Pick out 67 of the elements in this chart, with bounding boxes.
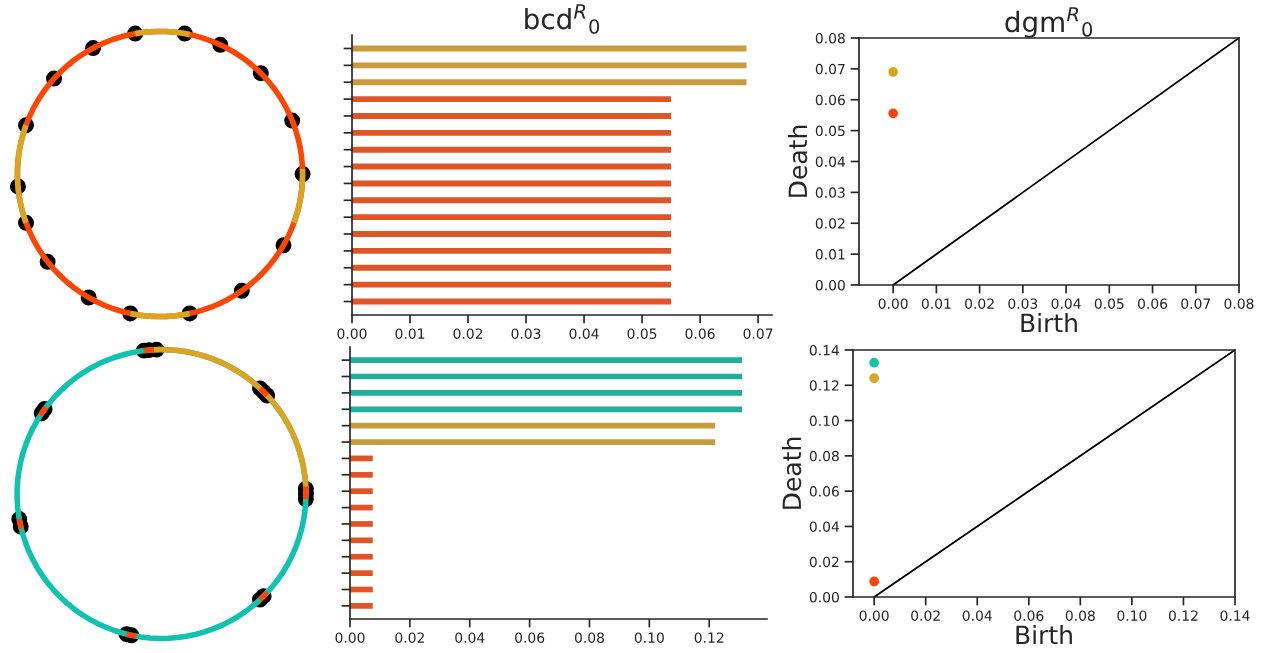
x-tick-label: 0.08 — [574, 632, 604, 643]
x-tick-label: 0.00 — [859, 610, 889, 621]
x-tick-label: 0.03 — [1008, 298, 1038, 309]
x-tick-label: 0.02 — [395, 632, 424, 643]
x-tick-label: 0.00 — [335, 632, 365, 643]
chart-title: bcd$^{R}$$_{0}$ — [525, 4, 600, 34]
x-tick-label: 0.10 — [634, 632, 664, 643]
x-tick-label: 0.04 — [569, 328, 599, 339]
x-tick-label: 0.07 — [1181, 298, 1211, 309]
bar — [350, 603, 373, 609]
y-tick-label: 0.12 — [809, 380, 839, 391]
y-tick-label: 0.03 — [815, 187, 845, 198]
y-tick-label: 0.05 — [815, 125, 845, 137]
x-tick-label: 0.04 — [1051, 298, 1081, 309]
bar — [350, 537, 373, 544]
x-tick-label: 0.04 — [962, 610, 992, 621]
y-tick-label: 0.04 — [815, 156, 846, 167]
bar — [350, 570, 373, 576]
x-tick-label: 0.00 — [878, 298, 908, 309]
x-tick-label: 0.06 — [1137, 298, 1168, 309]
x-axis-title: Birth — [1016, 625, 1072, 645]
y-tick-label: 0.02 — [809, 556, 839, 568]
x-tick-label: 0.02 — [453, 328, 483, 339]
x-tick-label: 0.08 — [1065, 610, 1095, 621]
x-axis-title: Birth — [1021, 313, 1077, 333]
y-tick-label: 0.06 — [815, 94, 845, 106]
x-tick-label: 0.02 — [965, 298, 994, 309]
bar — [350, 471, 373, 478]
bar — [350, 422, 716, 429]
x-tick-label: 0.03 — [511, 328, 541, 339]
x-tick-label: 0.06 — [1014, 610, 1044, 621]
y-tick-label: 0.00 — [815, 279, 845, 291]
x-tick-label: 0.00 — [337, 328, 367, 339]
y-tick-label: 0.02 — [815, 218, 845, 229]
y-tick-label: 0.04 — [809, 521, 840, 532]
x-tick-label: 0.14 — [1220, 610, 1250, 621]
y-axis-title: Death — [787, 125, 808, 197]
y-tick-label: 0.06 — [809, 486, 839, 497]
y-tick-label: 0.08 — [809, 450, 839, 462]
x-tick-label: 0.06 — [515, 632, 545, 643]
y-tick-label: 0.01 — [815, 249, 845, 260]
y-axis-title: Death — [781, 437, 802, 509]
bar — [350, 521, 373, 527]
x-tick-label: 0.05 — [1094, 298, 1124, 309]
x-tick-label: 0.05 — [627, 328, 657, 339]
y-tick-label: 0.08 — [815, 32, 845, 44]
bar — [350, 390, 743, 396]
x-tick-label: 0.01 — [395, 328, 425, 339]
y-tick-label: 0.07 — [815, 63, 845, 75]
bar — [350, 488, 373, 495]
bar — [350, 357, 743, 363]
x-tick-label: 0.12 — [694, 632, 724, 643]
chart-title: dgm$^{R}$$_{0}$ — [1005, 7, 1093, 38]
x-tick-label: 0.02 — [911, 610, 940, 621]
y-tick-label: 0.00 — [809, 591, 839, 603]
bar — [350, 553, 373, 560]
x-tick-label: 0.10 — [1117, 610, 1147, 621]
x-tick-label: 0.12 — [1168, 610, 1198, 621]
bar — [350, 406, 743, 413]
x-tick-label: 0.08 — [1224, 298, 1254, 309]
y-tick-label: 0.14 — [809, 344, 840, 356]
bar — [350, 439, 716, 445]
y-tick-label: 0.10 — [809, 415, 839, 427]
x-tick-label: 0.07 — [743, 328, 773, 339]
x-tick-label: 0.01 — [921, 298, 951, 309]
x-tick-label: 0.06 — [685, 328, 715, 339]
x-tick-label: 0.04 — [455, 632, 485, 643]
